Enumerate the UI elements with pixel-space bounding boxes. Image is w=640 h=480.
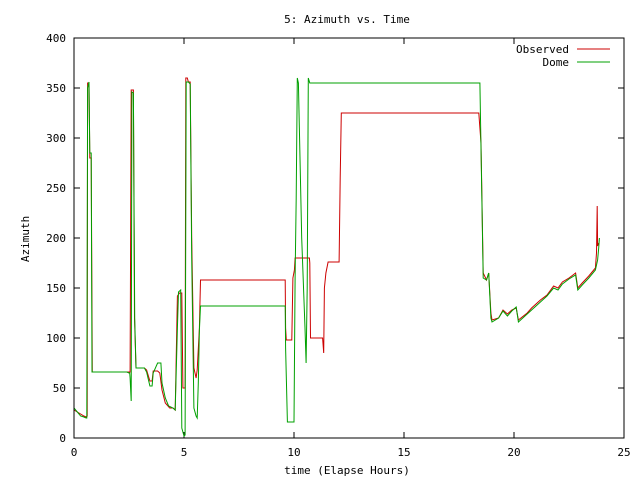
series-line-dome: [73, 77, 600, 437]
x-axis-label: time (Elapse Hours): [284, 464, 410, 477]
x-tick-label: 20: [507, 446, 520, 459]
x-tick-label: 10: [287, 446, 300, 459]
y-tick-label: 250: [46, 182, 66, 195]
y-axis-label: Azimuth: [19, 216, 32, 262]
y-tick-label: 200: [46, 232, 66, 245]
y-tick-label: 300: [46, 132, 66, 145]
y-tick-label: 50: [53, 382, 66, 395]
x-tick-label: 0: [71, 446, 78, 459]
x-tick-label: 5: [181, 446, 188, 459]
axes: 0 50 100 150 200 250 300 350 400 0 5 10 15 20 25: [46, 32, 631, 459]
legend-label-observed: Observed: [516, 43, 569, 56]
plot-frame: [73, 37, 625, 439]
x-tick-label: 25: [617, 446, 630, 459]
y-tick-label: 350: [46, 82, 66, 95]
legend-label-dome: Dome: [543, 56, 570, 69]
y-tick-label: 400: [46, 32, 66, 45]
y-tick-label: 100: [46, 332, 66, 345]
series-line-observed: [73, 77, 600, 418]
x-tick-label: 15: [397, 446, 410, 459]
chart-title: 5: Azimuth vs. Time: [284, 13, 410, 26]
y-tick-label: 150: [46, 282, 66, 295]
series-layer: [73, 77, 600, 437]
y-tick-label: 0: [59, 432, 66, 445]
